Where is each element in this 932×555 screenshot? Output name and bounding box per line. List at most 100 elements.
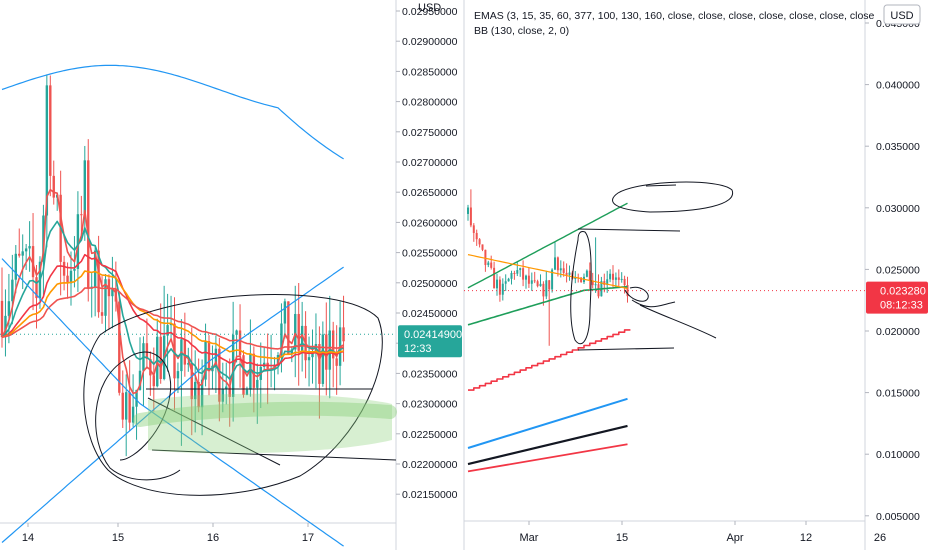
candle-body bbox=[493, 267, 496, 289]
left-y-tick-label: 0.02250000 bbox=[402, 429, 458, 441]
ma-red-long bbox=[1, 286, 344, 350]
left-y-tick-label: 0.02350000 bbox=[402, 368, 458, 380]
candle-body bbox=[73, 268, 76, 271]
left-y-tick-label: 0.02150000 bbox=[402, 489, 458, 501]
left-y-tick-label: 0.02650000 bbox=[402, 187, 458, 199]
candle-body bbox=[507, 278, 510, 282]
candle-body bbox=[501, 283, 504, 295]
drawing-top-ellipse[interactable] bbox=[612, 181, 734, 213]
candle-body bbox=[145, 343, 149, 360]
candle-body bbox=[594, 284, 597, 286]
candle-body bbox=[472, 225, 475, 233]
left-x-tick-label: 15 bbox=[112, 532, 124, 544]
drawing-resistance-line[interactable] bbox=[577, 228, 681, 232]
candle-body bbox=[522, 268, 525, 280]
right-y-tick-label: 0.030000 bbox=[876, 203, 920, 215]
candle-body bbox=[536, 281, 539, 287]
left-chart-area[interactable]: 0.02950000 0.02900000 0.02850000 0.02800000… bbox=[0, 6, 462, 547]
candle-body bbox=[45, 85, 49, 216]
left-y-tick-label: 0.02850000 bbox=[402, 66, 458, 78]
right-x-tick-label: 26 bbox=[874, 532, 886, 544]
drawing-green-stroke[interactable] bbox=[133, 401, 397, 427]
candle-body bbox=[118, 301, 121, 393]
candle-body bbox=[318, 344, 321, 384]
candle-body bbox=[66, 275, 69, 284]
candle-body bbox=[131, 406, 135, 423]
candle-body bbox=[297, 313, 300, 351]
candle-body bbox=[623, 278, 626, 286]
drawing-support-line[interactable] bbox=[577, 347, 675, 351]
candle-body bbox=[530, 280, 533, 284]
left-y-tick-label: 0.02900000 bbox=[402, 36, 458, 48]
right-currency-button[interactable]: USD bbox=[883, 4, 921, 25]
bb-upper bbox=[467, 202, 628, 289]
candle-body bbox=[97, 250, 100, 313]
candle-body bbox=[252, 353, 256, 388]
indicator-legend[interactable]: EMAS (3, 15, 35, 60, 377, 100, 130, 160,… bbox=[474, 10, 875, 37]
candle-body bbox=[4, 315, 7, 338]
drawing-green-zone[interactable] bbox=[148, 393, 392, 454]
candle-body bbox=[128, 392, 131, 423]
drawing-arrow-scribble[interactable] bbox=[624, 286, 717, 339]
candle-body bbox=[100, 312, 104, 316]
drawing-big-ellipse[interactable] bbox=[83, 294, 383, 496]
indicator-bb-line[interactable]: BB (130, close, 2, 0) bbox=[474, 25, 569, 37]
candle-body bbox=[159, 336, 162, 379]
bb-middle bbox=[467, 285, 628, 326]
drawing-inner-loop[interactable] bbox=[95, 351, 181, 481]
candle-body bbox=[18, 253, 21, 256]
candle-body bbox=[620, 278, 623, 280]
left-last-price-badge[interactable]: 0.02414900 12:33 bbox=[398, 325, 462, 358]
indicator-emas-line[interactable]: EMAS (3, 15, 35, 60, 377, 100, 130, 160,… bbox=[474, 10, 875, 22]
candle-body bbox=[190, 363, 193, 400]
candle-body bbox=[111, 289, 114, 297]
candle-body bbox=[510, 272, 513, 279]
candle-body bbox=[42, 215, 45, 262]
left-y-tick-label: 0.02800000 bbox=[402, 97, 458, 109]
candle-body bbox=[533, 280, 536, 282]
drawing-top-mark[interactable] bbox=[645, 184, 677, 187]
left-last-price-label: 0.02414900 bbox=[404, 329, 462, 341]
candle-body bbox=[311, 352, 314, 358]
candle-body bbox=[519, 268, 522, 271]
candle-body bbox=[556, 257, 559, 271]
left-y-tick-label: 0.02700000 bbox=[402, 157, 458, 169]
candle-body bbox=[49, 85, 52, 176]
right-x-tick-label: 15 bbox=[616, 532, 628, 544]
candle-body bbox=[83, 160, 86, 216]
candle-body bbox=[104, 279, 107, 316]
candle-body bbox=[481, 244, 484, 250]
right-y-tick-label: 0.025000 bbox=[876, 264, 920, 276]
drawing-diag-line[interactable] bbox=[147, 397, 281, 466]
candle-body bbox=[169, 323, 173, 326]
left-x-tick-label: 16 bbox=[207, 532, 219, 544]
candle-body bbox=[287, 301, 290, 354]
drawing-floor-line[interactable] bbox=[151, 449, 397, 461]
drawing-candle-ellipse[interactable] bbox=[570, 231, 592, 345]
right-currency-label: USD bbox=[890, 10, 913, 22]
candle-body bbox=[14, 253, 17, 280]
ema-red bbox=[467, 443, 628, 473]
candle-body bbox=[156, 336, 159, 387]
candle-body bbox=[76, 214, 80, 269]
candle-body bbox=[166, 325, 169, 336]
right-last-price-badge[interactable]: 0.023280 08:12:33 bbox=[866, 281, 928, 314]
candle-body bbox=[606, 279, 609, 285]
left-y-tick-label: 0.02950000 bbox=[402, 6, 458, 18]
candle-body bbox=[478, 239, 481, 245]
candle-body bbox=[545, 280, 548, 297]
candle-body bbox=[484, 249, 487, 266]
right-y-tick-label: 0.040000 bbox=[876, 80, 920, 92]
candle-body bbox=[0, 300, 4, 338]
candle-body bbox=[35, 277, 38, 299]
right-chart-area[interactable]: 0.0450000.0400000.0350000.0300000.025000… bbox=[464, 18, 928, 544]
candle-body bbox=[152, 375, 155, 387]
candle-body bbox=[135, 389, 138, 407]
ema-orange bbox=[467, 254, 628, 290]
right-y-tick-label: 0.005000 bbox=[876, 511, 920, 523]
candle-body bbox=[187, 363, 190, 365]
badge-bg bbox=[866, 281, 928, 314]
candle-body bbox=[626, 285, 629, 297]
left-y-tick-label: 0.02550000 bbox=[402, 248, 458, 260]
